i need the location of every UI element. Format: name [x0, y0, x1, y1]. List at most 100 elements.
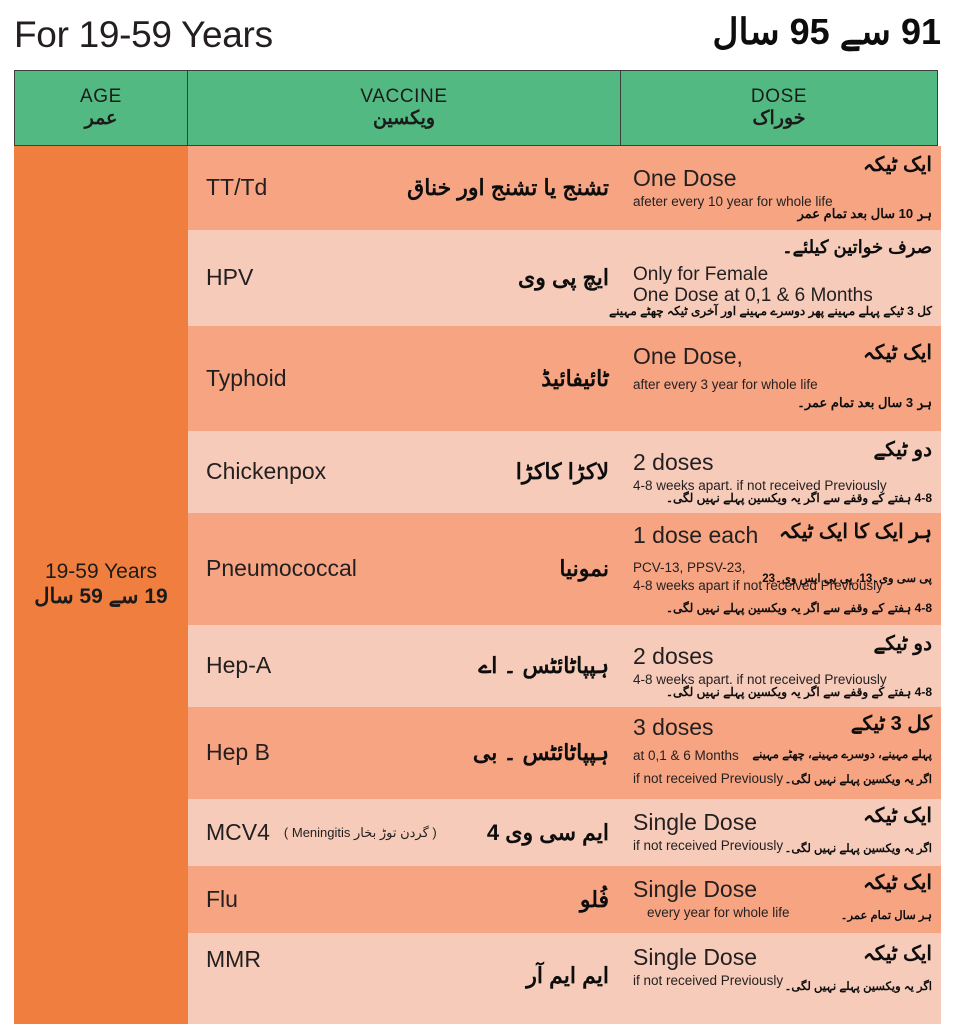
table-row: TT/Td تشنج یا تشنج اور خناق One Dose afe…: [188, 146, 941, 230]
vaccine-cell: Chickenpox لاکڑا کاکڑا: [188, 431, 623, 513]
dose-main-english: 2 doses: [633, 448, 714, 475]
column-header-age: AGE عمر: [14, 70, 188, 146]
vaccine-cell: Flu فُلو: [188, 866, 623, 933]
column-header-age-english: AGE: [80, 85, 122, 107]
dose-note-urdu: اگر یہ ویکسین پہلے نہیں لگی۔: [784, 774, 932, 787]
vaccine-name-parenthetical: ( گردن توڑ بخار Meningitis ): [283, 824, 437, 840]
dose-main-urdu: ایک ٹیکہ: [863, 943, 932, 965]
title-bar: For 19-59 Years 19 سے 59 سال: [0, 0, 955, 68]
table-row: Pneumococcal نمونیا 1 dose each PCV-13, …: [188, 513, 941, 625]
vaccine-cell: Pneumococcal نمونیا: [188, 513, 623, 625]
dose-main-english: One Dose: [633, 164, 737, 191]
vaccine-name-english: Hep-A: [206, 652, 272, 679]
dose-main-english: 2 doses: [633, 642, 714, 669]
dose-schedule-urdu: پہلے مہینے، دوسرے مہینے، چھٹے مہینے: [752, 748, 932, 761]
page-title-urdu: 19 سے 59 سال: [712, 11, 941, 53]
column-header-dose: DOSE خوراک: [620, 70, 938, 146]
dose-main-urdu: کل 3 ٹیکے: [850, 713, 932, 735]
dose-note-urdu-block: 4-8 ہفتے کے وقفے سے اگر یہ ویکسین پہلے ن…: [666, 684, 932, 701]
dose-cell: 2 doses 4-8 weeks apart. if not received…: [623, 431, 941, 513]
vaccine-name-english: Chickenpox: [206, 458, 327, 485]
dose-cell: 2 doses 4-8 weeks apart. if not received…: [623, 625, 941, 707]
page-title-english: For 19-59 Years: [14, 13, 273, 55]
dose-note-english: every year for whole life: [647, 905, 790, 921]
dose-note-urdu-block: پی سی وی۔13، پی پی ایس وی۔23 4-8 ہفتے کے…: [666, 571, 932, 617]
dose-note-urdu-block: ہر سال تمام عمر۔: [841, 908, 932, 925]
vaccine-cell: Typhoid ٹائیفائیڈ: [188, 326, 623, 431]
dose-main-english: Single Dose: [633, 944, 758, 970]
vaccine-cell: MMR ایم ایم آر: [188, 933, 623, 1024]
vaccine-name-urdu: ہپپاٹائٹس ۔ بی: [472, 739, 609, 765]
dose-note-urdu: ہر 3 سال بعد تمام عمر۔: [797, 395, 932, 411]
dose-schedule-english: at 0,1 & 6 Months: [633, 747, 739, 763]
dose-note-urdu: 4-8 ہفتے کے وقفے سے اگر یہ ویکسین پہلے ن…: [666, 600, 932, 615]
dose-note-urdu-block: کل 3 ٹیکے پہلے مہینے پھر دوسرے مہینے اور…: [609, 303, 932, 320]
vaccine-name-english: TT/Td: [206, 174, 268, 201]
vaccine-name-english: Flu: [206, 885, 238, 912]
dose-main-urdu: ایک ٹیکہ: [863, 805, 932, 827]
dose-detail-english: PCV-13, PPSV-23,: [633, 559, 746, 575]
table-row: Hep B ہپپاٹائٹس ۔ بی 3 doses at 0,1 & 6 …: [188, 707, 941, 799]
dose-cell: Only for Female One Dose at 0,1 & 6 Mont…: [609, 230, 941, 326]
dose-note-urdu: کل 3 ٹیکے پہلے مہینے پھر دوسرے مہینے اور…: [609, 303, 932, 318]
table-row: HPV ایچ پی وی Only for Female One Dose a…: [188, 230, 941, 326]
column-header-dose-urdu: خوراک: [752, 107, 806, 129]
column-header-dose-english: DOSE: [750, 85, 808, 107]
column-header-vaccine-urdu: ویکسین: [372, 107, 436, 129]
vaccine-rows: TT/Td تشنج یا تشنج اور خناق One Dose afe…: [188, 146, 941, 1024]
dose-cell: One Dose, after every 3 year for whole l…: [623, 326, 941, 431]
vaccine-name-english: Typhoid: [206, 364, 287, 391]
vaccine-cell: MCV4 ( گردن توڑ بخار Meningitis ) ایم سی…: [188, 799, 623, 866]
dose-main-urdu: دو ٹیکے: [873, 439, 933, 461]
dose-detail-urdu: پی سی وی۔13، پی پی ایس وی۔23: [762, 572, 932, 585]
vaccine-name-english: Hep B: [206, 739, 270, 766]
table-header-row: AGE عمر VACCINE ویکسین DOSE خوراک: [14, 70, 941, 146]
vaccine-cell: Hep B ہپپاٹائٹس ۔ بی: [188, 707, 623, 799]
vaccine-name-urdu: ایچ پی وی: [518, 264, 609, 290]
dose-main-english: 3 doses: [633, 714, 714, 740]
vaccine-cell: Hep-A ہپپاٹائٹس ۔ اے: [188, 625, 623, 707]
dose-main-urdu: دو ٹیکے: [873, 633, 933, 655]
dose-cell: 3 doses at 0,1 & 6 Months if not receive…: [623, 707, 941, 799]
age-group-urdu: 19 سے 59 سال: [34, 584, 168, 608]
dose-note-urdu-block: ہر 10 سال بعد تمام عمر: [798, 205, 932, 224]
vaccine-name-urdu: ایم ایم آر: [526, 963, 609, 988]
vaccine-name-urdu: ٹائیفائیڈ: [541, 365, 609, 391]
vaccine-cell: TT/Td تشنج یا تشنج اور خناق: [188, 146, 623, 230]
dose-note-english: 4-8 weeks apart. if not received Previou…: [633, 477, 887, 493]
dose-main-english: Only for Female: [633, 263, 769, 285]
dose-main-urdu: ایک ٹیکہ: [863, 154, 932, 176]
vaccine-name-urdu: ہپپاٹائٹس ۔ اے: [478, 652, 609, 678]
dose-schedule-english: One Dose at 0,1 & 6 Months: [633, 285, 873, 306]
dose-note-urdu: ہر سال تمام عمر۔: [840, 910, 932, 923]
table-row: Typhoid ٹائیفائیڈ One Dose, after every …: [188, 326, 941, 431]
dose-note-urdu-block: اگر یہ ویکسین پہلے نہیں لگی۔: [785, 979, 932, 996]
vaccine-cell: HPV ایچ پی وی: [188, 230, 623, 326]
dose-cell: Single Dose if not received Previously ا…: [623, 799, 941, 866]
dose-note-urdu-block: 4-8 ہفتے کے وقفے سے اگر یہ ویکسین پہلے ن…: [666, 490, 932, 507]
dose-note-urdu-block: ہر 3 سال بعد تمام عمر۔: [797, 394, 932, 413]
dose-note-urdu: 4-8 ہفتے کے وقفے سے اگر یہ ویکسین پہلے ن…: [666, 684, 932, 699]
dose-cell: Single Dose if not received Previously ا…: [623, 933, 941, 1024]
dose-note-urdu: ہر 10 سال بعد تمام عمر: [797, 206, 932, 222]
table-row: Flu فُلو Single Dose every year for whol…: [188, 866, 941, 933]
dose-main-english: 1 dose each: [633, 522, 759, 548]
table-row: Chickenpox لاکڑا کاکڑا 2 doses 4-8 weeks…: [188, 431, 941, 513]
dose-note-english: if not received Previously: [633, 972, 784, 988]
dose-note-english: 4-8 weeks apart. if not received Previou…: [633, 671, 887, 687]
table-body: 19-59 Years 19 سے 59 سال TT/Td تشنج یا ت…: [14, 146, 941, 1024]
dose-main-urdu: ایک ٹیکہ: [863, 872, 932, 894]
column-header-vaccine: VACCINE ویکسین: [186, 70, 622, 146]
dose-cell: One Dose afeter every 10 year for whole …: [623, 146, 941, 230]
dose-note-english: if not received Previously: [633, 771, 784, 787]
dose-cell: 1 dose each PCV-13, PPSV-23, 4-8 weeks a…: [623, 513, 941, 625]
dose-note-english: after every 3 year for whole life: [633, 376, 818, 392]
dose-note-urdu-block: پہلے مہینے، دوسرے مہینے، چھٹے مہینے اگر …: [752, 747, 932, 789]
dose-note-english: afeter every 10 year for whole life: [633, 193, 833, 209]
dose-main-urdu: ہر ایک کا ایک ٹیکہ: [778, 521, 932, 543]
vaccine-name-urdu: لاکڑا کاکڑا: [515, 458, 609, 484]
vaccine-name-urdu: تشنج یا تشنج اور خناق: [407, 174, 609, 200]
dose-main-urdu: ایک ٹیکہ: [863, 342, 932, 364]
dose-note-urdu: اگر یہ ویکسین پہلے نہیں لگی۔: [784, 843, 932, 856]
